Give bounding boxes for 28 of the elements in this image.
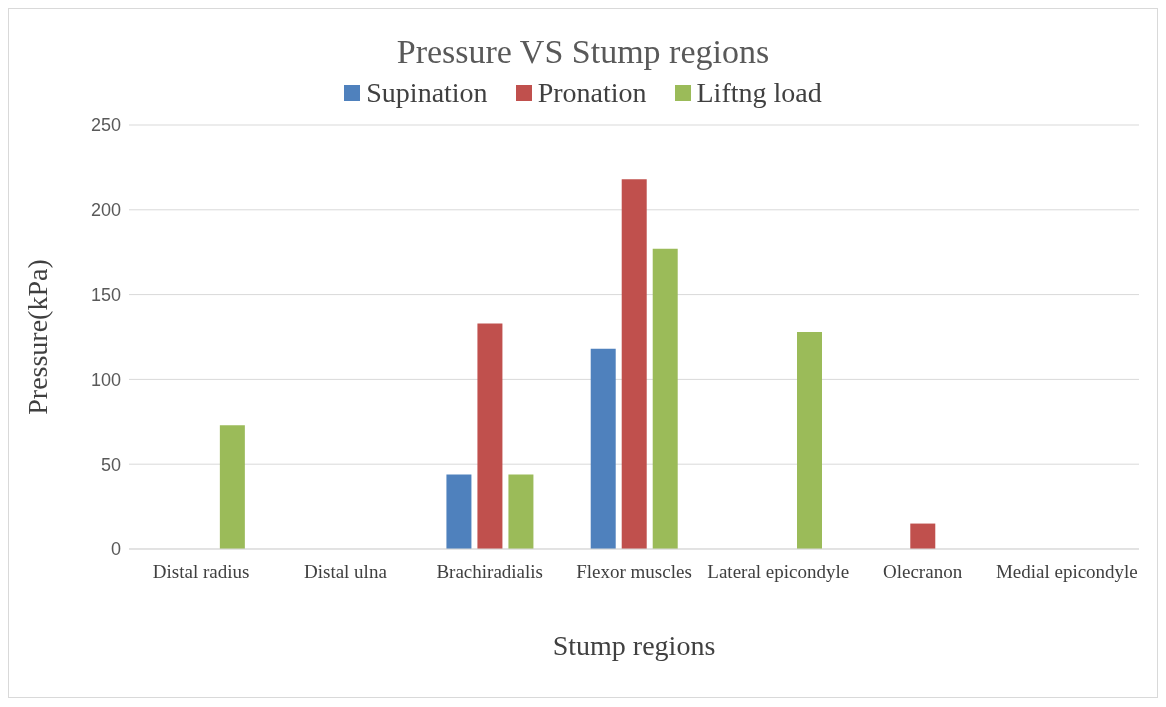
bar — [652, 248, 678, 549]
x-tick-label: Brachiradialis — [436, 561, 543, 583]
x-tick-label: Flexor muscles — [576, 561, 692, 583]
bar — [590, 348, 616, 549]
bar — [219, 425, 245, 549]
legend-label: Pronation — [537, 77, 647, 109]
bar — [446, 474, 472, 549]
bar — [621, 179, 647, 549]
y-tick-label: 150 — [90, 284, 121, 305]
legend-label: Liftng load — [696, 77, 822, 109]
y-tick-label: 200 — [90, 200, 121, 221]
y-tick-label: 250 — [90, 115, 121, 136]
x-tick-label: Medial epicondyle — [995, 561, 1138, 583]
bar — [508, 474, 534, 549]
bar — [477, 323, 503, 549]
x-tick-label: Lateral epicondyle — [707, 561, 850, 583]
y-tick-label: 0 — [110, 539, 121, 560]
bar — [910, 523, 936, 549]
x-tick-label: Distal ulna — [304, 561, 388, 583]
y-tick-label: 100 — [90, 369, 121, 390]
x-tick-label: Distal radius — [152, 561, 250, 583]
y-axis-title: Pressure(kPa) — [21, 259, 53, 415]
bar — [797, 331, 822, 549]
legend-label: Supination — [366, 77, 488, 109]
y-tick-label: 50 — [100, 454, 121, 475]
x-axis-title: Stump regions — [552, 630, 716, 661]
x-tick-label: Olecranon — [883, 561, 963, 583]
chart-title: Pressure VS Stump regions — [395, 33, 771, 71]
